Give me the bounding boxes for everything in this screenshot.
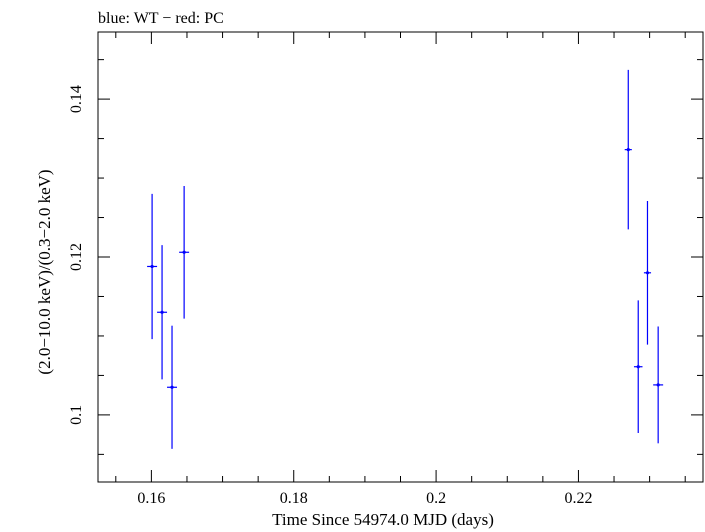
data-marker: [150, 264, 154, 269]
x-tick-label: 0.22: [564, 490, 592, 507]
data-marker: [636, 365, 640, 369]
data-point: [633, 300, 643, 434]
x-axis-title: Time Since 54974.0 MJD (days): [272, 510, 494, 529]
data-point: [643, 200, 652, 345]
data-marker: [170, 385, 174, 389]
data-point: [167, 325, 178, 449]
axis-ticks: 0.16 0.18 0.2 0.22 0.1 0.12 0.14: [68, 32, 703, 507]
y-tick-label: 0.12: [68, 243, 85, 271]
data-point: [157, 245, 168, 380]
data-point: [179, 185, 190, 319]
x-tick-label: 0.2: [426, 490, 446, 507]
y-tick-label: 0.14: [68, 85, 85, 113]
plot-frame: [97, 31, 704, 483]
data-marker: [626, 148, 630, 152]
data-marker: [160, 310, 164, 314]
data-marker: [182, 250, 186, 254]
y-tick-label: 0.1: [68, 405, 85, 425]
data-point: [147, 193, 158, 340]
data-points: [147, 69, 664, 449]
chart-title: blue: WT − red: PC: [98, 10, 224, 27]
data-marker: [656, 383, 660, 387]
data-point: [624, 69, 632, 230]
data-point: [653, 326, 664, 444]
x-tick-label: 0.18: [280, 490, 308, 507]
x-tick-label: 0.16: [137, 490, 165, 507]
y-axis-title: (2.0−10.0 keV)/(0.3−2.0 keV): [35, 169, 54, 374]
data-marker: [645, 271, 650, 275]
